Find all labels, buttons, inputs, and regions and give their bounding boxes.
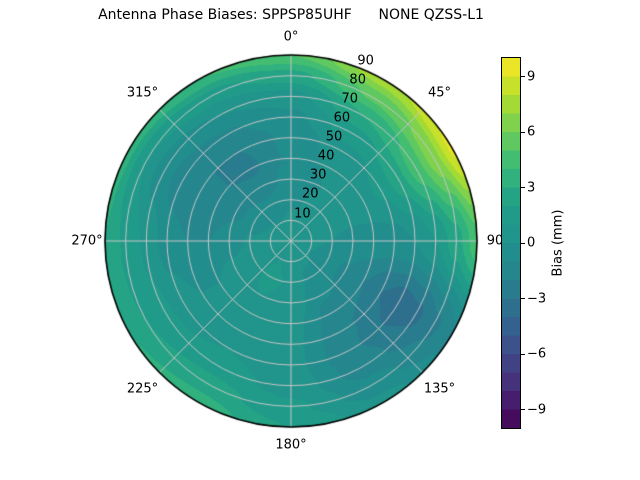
radial-tick-label: 70 [341,91,359,107]
colorbar-tick-label: −6 [527,346,547,362]
colorbar-tick-label: 3 [527,180,536,195]
colorbar-tick-label: 6 [527,124,536,140]
colorbar-tick-label: −3 [527,291,547,306]
colorbar-tick-label: 0 [527,235,536,251]
radial-tick-label: 40 [317,148,335,164]
colorbar-tick-mark [521,353,525,355]
colorbar-tick-mark [521,298,525,299]
angle-tick-label: 135° [423,381,456,397]
colorbar-tick-label: 9 [527,69,536,84]
radial-tick-label: 90 [357,53,374,69]
angle-tick-label: 0° [283,29,299,45]
colorbar-tick-mark [521,76,525,77]
radial-tick-label: 10 [294,206,311,222]
angle-tick-label: 45° [427,85,452,100]
radial-tick-label: 60 [333,110,351,126]
angle-tick-label: 270° [71,233,103,249]
colorbar-gradient [502,58,520,428]
colorbar-tick-mark [521,242,525,244]
angle-tick-label: 90 [486,233,504,249]
colorbar-tick-mark [521,187,525,188]
colorbar-tick-mark [521,131,525,133]
colorbar [501,57,521,429]
colorbar-tick-mark [521,409,525,410]
colorbar-tick-label: −9 [527,402,547,417]
colorbar-axis-label: Bias (mm) [550,209,566,277]
angle-tick-label: 225° [126,381,159,397]
chart-title: Antenna Phase Biases: SPPSP85UHF NONE QZ… [98,7,484,23]
angle-tick-label: 315° [126,85,159,100]
angle-tick-label: 180° [275,437,307,453]
radial-tick-label: 50 [325,129,343,145]
radial-tick-label: 30 [309,167,327,183]
radial-tick-label: 20 [301,186,319,202]
radial-tick-label: 80 [349,72,366,88]
